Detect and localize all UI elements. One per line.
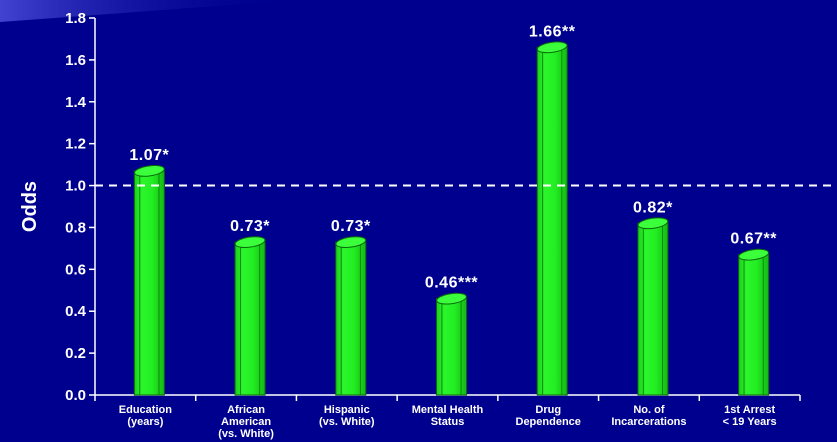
axes: 0.0 0.2 0.4 0.6 0.8 1.0 1.2 1.4 1.6 1.8 Odds Educat… [19,10,801,440]
x-category-label: 1st Arrest< 19 Years [723,404,777,428]
data-label: 0.46*** [425,275,479,292]
bar-cap [637,217,669,230]
bar-cap [133,165,165,177]
x-category-label-line: Status [431,416,465,428]
bar-cap [335,236,367,248]
bar-body [637,222,669,396]
bar [335,236,367,396]
x-category-label-line: Incarcerations [611,416,686,428]
bar [436,292,467,396]
x-category-label-line: Drug [535,404,561,416]
bar [234,236,266,396]
x-category-label-line: Education [119,404,172,416]
bar-body [536,46,568,396]
y-tick-label: 0.0 [65,387,86,404]
bar-body [234,241,266,396]
x-category-label-line: Mental Health [412,404,484,416]
bar-body [133,170,165,396]
x-category-label-line: African [227,404,265,416]
x-category-label-line: 1st Arrest [724,404,775,416]
bars [133,41,770,396]
bar [536,41,568,396]
x-category-label-line: (years) [127,416,163,428]
y-tick-label: 1.4 [65,94,87,111]
bar-body [436,298,467,396]
y-tick-label: 0.2 [65,345,86,362]
bar [637,217,669,396]
bar-cap [234,236,266,248]
y-tick-label: 0.4 [65,303,87,320]
bar-cap [738,248,770,261]
x-category-label-line: (vs. White) [319,416,375,428]
x-category-label-line: American [221,416,271,428]
x-category-label-line: (vs. White) [218,428,274,440]
data-labels: 1.07* 0.73* 0.73* 0.46*** 1.66** 0.82* 0.67** [129,23,777,292]
bar [738,248,770,396]
bar [133,165,165,396]
data-label: 0.82* [633,199,673,216]
y-tick-label: 1.8 [65,10,86,27]
x-category-label: Education(years) [119,404,172,428]
y-tick-label: 0.6 [65,261,86,278]
y-tick-label: 0.8 [65,219,86,236]
data-label: 0.67** [730,231,777,248]
x-category-label-line: < 19 Years [723,416,777,428]
data-label: 0.73* [331,218,371,235]
data-label: 1.66** [529,23,576,40]
y-tick-label: 1.6 [65,52,86,69]
bar-body [738,254,770,396]
bar-body [335,241,367,396]
y-tick-label: 1.2 [65,136,86,153]
x-category-label-line: Hispanic [324,404,370,416]
data-label: 1.07* [129,147,169,164]
bar-cap [436,292,467,305]
corner-decoration [0,0,300,22]
bar-cap [536,41,568,54]
y-tick-label: 1.0 [65,178,86,195]
y-axis-title: Odds [19,181,41,232]
data-label: 0.73* [230,218,270,235]
x-category-label: Hispanic(vs. White) [319,404,375,428]
x-category-label-line: Dependence [516,416,581,428]
x-category-label-line: No. of [633,404,664,416]
